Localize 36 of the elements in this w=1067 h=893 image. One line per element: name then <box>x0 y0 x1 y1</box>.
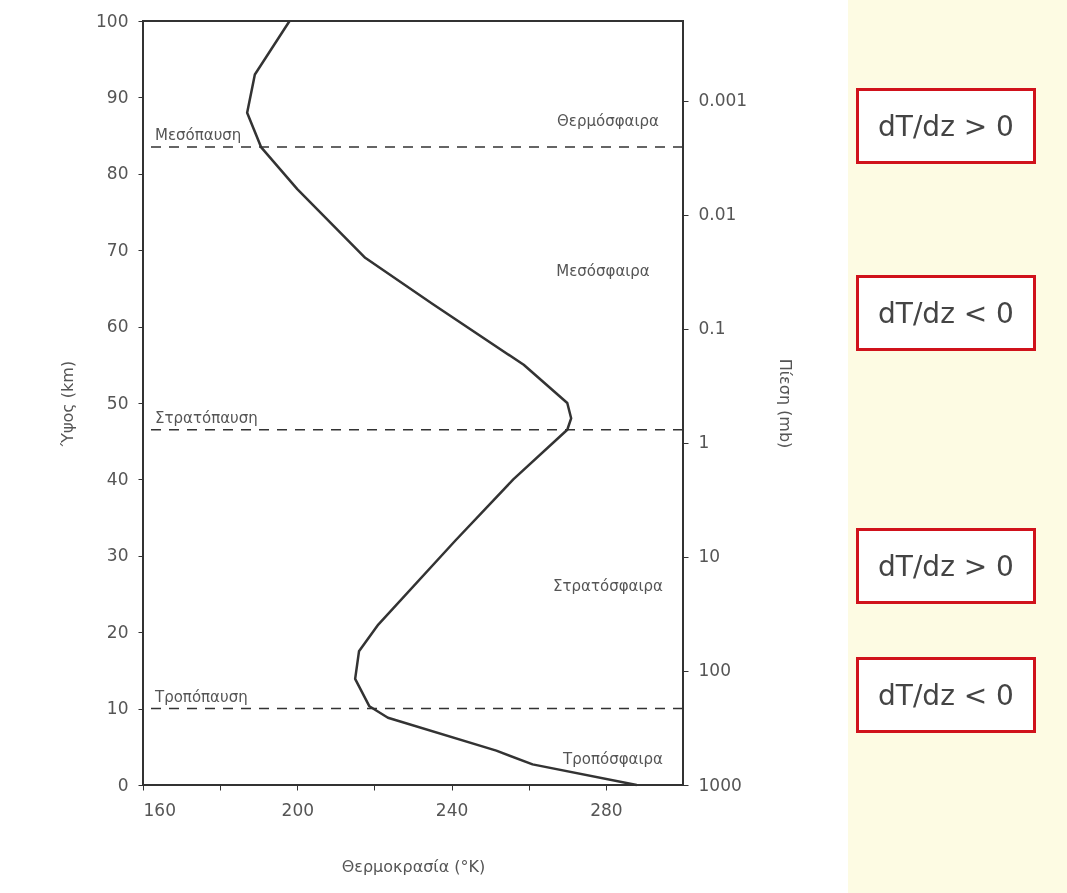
annotation: Θερμόσφαιρα <box>557 112 660 130</box>
y2-tick-label: 10 <box>698 546 721 567</box>
ref-line-label: Μεσόπαυση <box>155 126 242 145</box>
y-tick-label: 30 <box>106 545 129 566</box>
y-axis-title: Ύψος (km) <box>58 360 78 448</box>
x-tick-label: 160 <box>143 799 176 820</box>
y-tick-label: 20 <box>106 621 129 642</box>
y-tick-label: 80 <box>106 163 129 184</box>
y2-axis-title: Πίεση (mb) <box>776 358 796 449</box>
y-tick-label: 10 <box>106 698 129 719</box>
y-tick-label: 40 <box>106 468 129 489</box>
ref-line-label: Στρατόπαυση <box>155 408 258 427</box>
text: dT/dz > 0 <box>856 528 1036 604</box>
x-tick-label: 200 <box>281 799 315 820</box>
x-axis-title: Θερμοκρασία (°K) <box>341 856 486 876</box>
y-tick-label: 100 <box>96 10 129 31</box>
y-tick-label: 70 <box>106 239 129 260</box>
text: dT/dz < 0 <box>856 275 1036 351</box>
text: dT/dz < 0 <box>856 657 1036 733</box>
x-tick-label: 240 <box>435 799 469 820</box>
x-tick-label: 280 <box>590 799 623 820</box>
y-tick-label: 60 <box>106 316 129 337</box>
y-tick-label: 50 <box>106 392 129 413</box>
ref-line-label: Τροπόπαυση <box>154 687 248 706</box>
annotation: Στρατόσφαιρα <box>553 577 664 595</box>
y2-tick-label: 1 <box>698 432 710 453</box>
y-tick-label: 0 <box>117 774 129 795</box>
y-tick-label: 90 <box>106 86 129 107</box>
y2-tick-label: 0.001 <box>698 90 748 111</box>
text: dT/dz > 0 <box>856 88 1036 164</box>
y2-tick-label: 0.1 <box>698 318 726 339</box>
y2-tick-label: 1000 <box>698 774 742 795</box>
y2-tick-label: 100 <box>698 660 731 681</box>
annotation: Τροπόσφαιρα <box>562 750 664 768</box>
annotation: Μεσόσφαιρα <box>556 262 650 280</box>
y2-tick-label: 0.01 <box>698 204 737 225</box>
